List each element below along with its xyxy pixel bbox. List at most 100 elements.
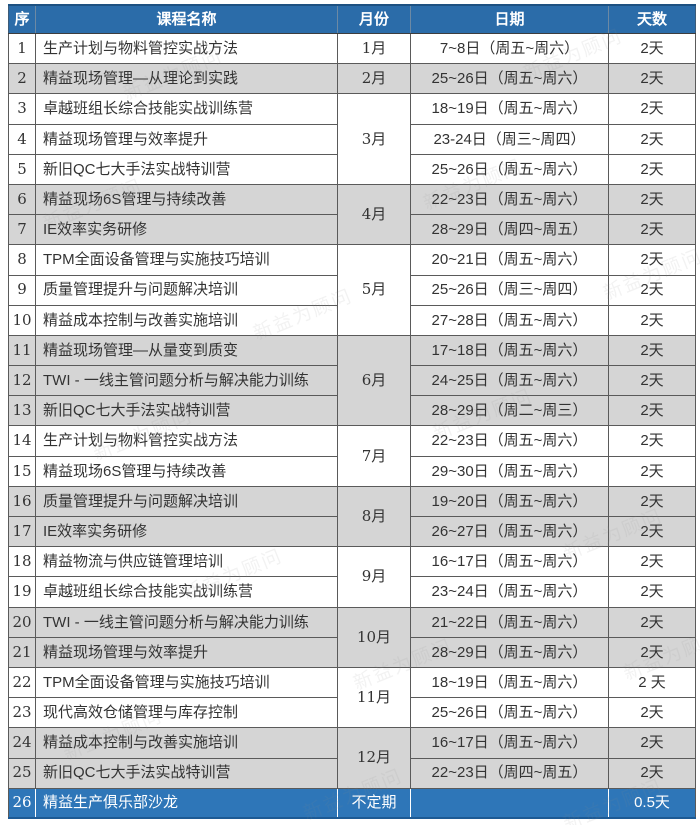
days-cell: 2天 [608,93,696,125]
days-cell: 2天 [608,757,696,789]
table-row: 3 卓越班组长综合技能实战训练营 3月 18~19日（周五~周六） 2天 [8,93,696,185]
date-cell: 25~26日（周五~周六） [410,153,609,185]
date-cell: 28~29日（周五~周六） [410,636,609,668]
row-number: 2 [8,63,36,95]
header-date: 日期 [410,4,609,34]
header-days: 天数 [608,4,696,34]
row-number: 8 [8,244,36,276]
date-cell: 26~27日（周五~周六） [410,515,609,548]
month-cell: 9月 [337,546,411,608]
course-name: TPM全面设备管理与实施技巧培训 [35,244,338,276]
row-number: 16 [8,485,36,518]
table-row: 9 质量管理提升与问题解决培训 25~26日（周三~周四） 2天 [8,274,696,306]
days-cell: 2天 [608,395,696,427]
row-number: 17 [8,515,36,548]
course-name: IE效率实务研修 [35,214,338,246]
date-cell: 17~18日（周五~周六） [410,334,609,367]
date-cell: 23-24日（周三~周四） [410,123,609,155]
table-row: 18 精益物流与供应链管理培训 9月 16~17日（周五~周六） 2天 [8,546,696,608]
date-cell: 28~29日（周四~周五） [410,214,609,246]
date-cell: 25~26日（周五~周六） [410,63,609,95]
row-number: 22 [8,666,36,699]
days-cell: 2天 [608,727,696,759]
course-name: 精益物流与供应链管理培训 [35,546,338,578]
date-cell: 25~26日（周三~周四） [410,274,609,306]
date-cell: 18~19日（周五~周六） [410,93,609,125]
course-name: 精益现场管理—从理论到实践 [35,63,338,95]
date-cell: 23~24日（周五~周六） [410,576,609,608]
course-name: 精益现场6S管理与持续改善 [35,455,338,487]
course-name: 质量管理提升与问题解决培训 [35,274,338,306]
date-cell: 21~22日（周五~周六） [410,606,609,638]
course-name: TPM全面设备管理与实施技巧培训 [35,666,338,699]
month-cell: 不定期 [337,787,411,820]
row-number: 3 [8,93,36,125]
header-course: 课程名称 [35,4,338,34]
date-cell: 27~28日（周五~周六） [410,304,609,336]
row-number: 10 [8,304,36,336]
days-cell: 2 天 [608,666,696,699]
row-number: 1 [8,32,36,65]
row-number: 4 [8,123,36,155]
date-cell: 18~19日（周五~周六） [410,666,609,699]
course-name: TWI - 一线主管问题分析与解决能力训练 [35,365,338,397]
course-name: IE效率实务研修 [35,515,338,548]
row-number: 13 [8,395,36,427]
days-cell: 2天 [608,485,696,518]
days-cell: 2天 [608,455,696,487]
header-row: 序 课程名称 月份 日期 天数 [8,4,696,34]
days-cell: 2天 [608,274,696,306]
days-cell: 2天 [608,153,696,185]
row-number: 6 [8,183,36,216]
table-row: 25 新旧QC七大手法实战特训营 22~23日（周四~周五） 2天 [8,757,696,789]
row-number: 7 [8,214,36,246]
month-cell: 1月 [337,32,411,65]
month-cell: 12月 [337,727,411,789]
table-row: 2 精益现场管理—从理论到实践 2月 25~26日（周五~周六） 2天 [8,63,696,95]
course-name: 生产计划与物料管控实战方法 [35,32,338,65]
days-cell: 2天 [608,697,696,729]
course-schedule-table: 序 课程名称 月份 日期 天数 1 生产计划与物料管控实战方法 1月 7~8日（周五~… [8,4,696,820]
course-name: 卓越班组长综合技能实战训练营 [35,93,338,125]
course-name: TWI - 一线主管问题分析与解决能力训练 [35,606,338,638]
month-cell: 11月 [337,666,411,729]
table-row: 5 新旧QC七大手法实战特训营 25~26日（周五~周六） 2天 [8,153,696,185]
table-row: 1 生产计划与物料管控实战方法 1月 7~8日（周五~周六） 2天 [8,32,696,65]
course-name: 精益现场管理与效率提升 [35,123,338,155]
days-cell: 2天 [608,515,696,548]
month-cell: 10月 [337,606,411,668]
days-cell: 2天 [608,606,696,638]
days-cell: 2天 [608,214,696,246]
course-name: 现代高效仓储管理与库存控制 [35,697,338,729]
date-cell: 25~26日（周五~周六） [410,697,609,729]
days-cell: 2天 [608,32,696,65]
date-cell [410,787,609,820]
days-cell: 2天 [608,365,696,397]
date-cell: 7~8日（周五~周六） [410,32,609,65]
row-number: 15 [8,455,36,487]
table-row: 13 新旧QC七大手法实战特训营 28~29日（周二~周三） 2天 [8,395,696,427]
course-name: 新旧QC七大手法实战特训营 [35,757,338,789]
course-name: 卓越班组长综合技能实战训练营 [35,576,338,608]
date-cell: 16~17日（周五~周六） [410,727,609,759]
row-number: 24 [8,727,36,759]
days-cell: 2天 [608,334,696,367]
date-cell: 29~30日（周五~周六） [410,455,609,487]
date-cell: 19~20日（周五~周六） [410,485,609,518]
row-number: 19 [8,576,36,608]
month-cell: 5月 [337,244,411,336]
days-cell: 2天 [608,576,696,608]
days-cell: 2天 [608,546,696,578]
days-cell: 2天 [608,244,696,276]
days-cell: 2天 [608,63,696,95]
row-number: 14 [8,425,36,457]
course-name: 精益现场6S管理与持续改善 [35,183,338,216]
table-row: 14 生产计划与物料管控实战方法 7月 22~23日（周五~周六） 2天 [8,425,696,487]
month-cell: 7月 [337,425,411,487]
days-cell: 2天 [608,183,696,216]
table-row: 16 质量管理提升与问题解决培训 8月 19~20日（周五~周六） 2天 [8,485,696,548]
row-number: 12 [8,365,36,397]
table-row: 22 TPM全面设备管理与实施技巧培训 11月 18~19日（周五~周六） 2 天 [8,666,696,729]
days-cell: 0.5天 [608,787,696,820]
month-cell: 6月 [337,334,411,427]
